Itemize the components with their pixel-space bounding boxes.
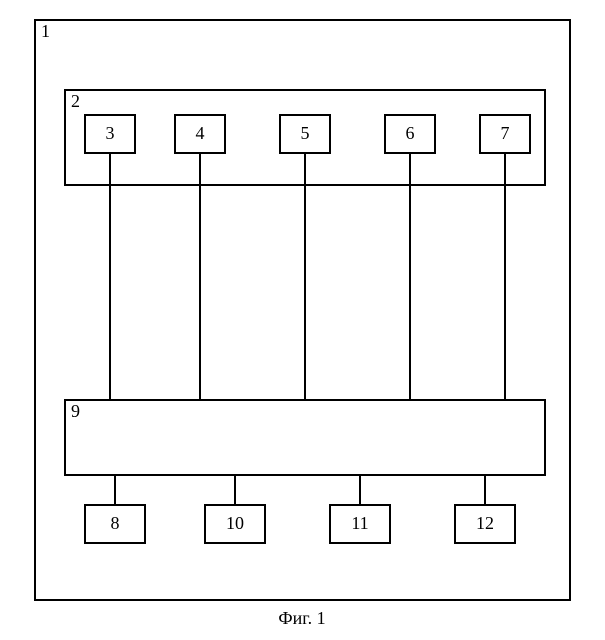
label-10: 10	[226, 513, 244, 533]
diagram-canvas: 123456798101112Фиг. 1	[0, 0, 605, 640]
label-6: 6	[406, 123, 415, 143]
label-8: 8	[111, 513, 120, 533]
box-9	[65, 400, 545, 475]
label-11: 11	[351, 513, 368, 533]
label-12: 12	[476, 513, 494, 533]
label-3: 3	[106, 123, 115, 143]
label-7: 7	[501, 123, 510, 143]
label-5: 5	[301, 123, 310, 143]
figure-caption: Фиг. 1	[278, 608, 325, 628]
label-1: 1	[41, 21, 50, 41]
label-9: 9	[71, 401, 80, 421]
label-4: 4	[196, 123, 205, 143]
label-2: 2	[71, 91, 80, 111]
